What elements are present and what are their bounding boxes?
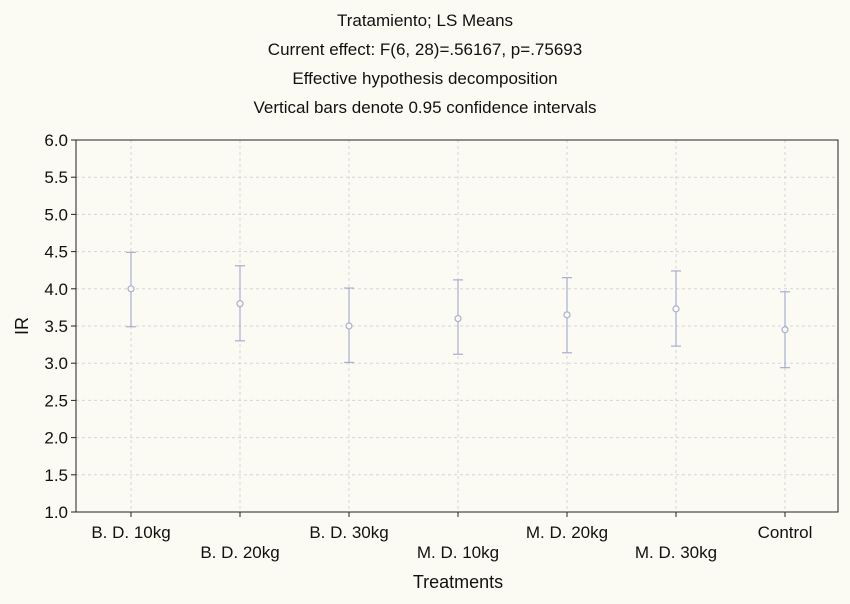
x-tick-label: B. D. 10kg [91, 523, 170, 542]
mean-point [127, 285, 135, 293]
x-axis-ticks: B. D. 10kg B. D. 20kg B. D. 30kg M. D. 10kg… [91, 512, 812, 562]
y-tick-label: 2.0 [44, 429, 68, 448]
mean-point [672, 305, 680, 313]
y-axis-ticks: 1.0 1.5 2.0 2.5 3.0 3.5 4.0 4.5 5.0 5.5 6.0 [44, 131, 76, 522]
y-tick-label: 4.0 [44, 280, 68, 299]
mean-ci-group [562, 277, 572, 354]
y-tick-label: 4.5 [44, 243, 68, 262]
x-tick-label: Control [758, 523, 813, 542]
y-tick-label: 3.0 [44, 354, 68, 373]
x-tick-label: M. D. 10kg [417, 543, 499, 562]
y-tick-label: 2.5 [44, 391, 68, 410]
y-tick-label: 3.5 [44, 317, 68, 336]
mean-point [236, 300, 244, 308]
mean-point [563, 311, 571, 319]
chart-subtitle-decomposition: Effective hypothesis decomposition [292, 69, 557, 88]
y-tick-label: 5.5 [44, 168, 68, 187]
mean-ci-group [671, 270, 681, 347]
chart-subtitle-effect: Current effect: F(6, 28)=.56167, p=.7569… [268, 40, 582, 59]
mean-point [345, 322, 353, 330]
mean-point [781, 326, 789, 334]
y-tick-label: 1.5 [44, 466, 68, 485]
x-tick-label: B. D. 20kg [200, 543, 279, 562]
y-tick-label: 6.0 [44, 131, 68, 150]
x-tick-label: M. D. 20kg [526, 523, 608, 542]
y-tick-label: 5.0 [44, 205, 68, 224]
chart-subtitle-ci-note: Vertical bars denote 0.95 confidence int… [253, 98, 596, 117]
mean-ci-group [235, 265, 245, 342]
x-tick-label: M. D. 30kg [635, 543, 717, 562]
chart-title-block: Tratamiento; LS Means Current effect: F(… [253, 11, 596, 117]
mean-ci-group [126, 251, 136, 328]
y-tick-label: 1.0 [44, 503, 68, 522]
x-axis-label: Treatments [413, 572, 503, 592]
data-marks [126, 251, 790, 369]
x-tick-label: B. D. 30kg [309, 523, 388, 542]
mean-ci-group [453, 279, 463, 355]
mean-point [454, 314, 462, 323]
chart-title: Tratamiento; LS Means [337, 11, 513, 30]
mean-ci-group [344, 287, 354, 364]
grid-lines [76, 140, 838, 512]
mean-ci-group [780, 291, 790, 369]
y-axis-label: IR [12, 317, 32, 335]
